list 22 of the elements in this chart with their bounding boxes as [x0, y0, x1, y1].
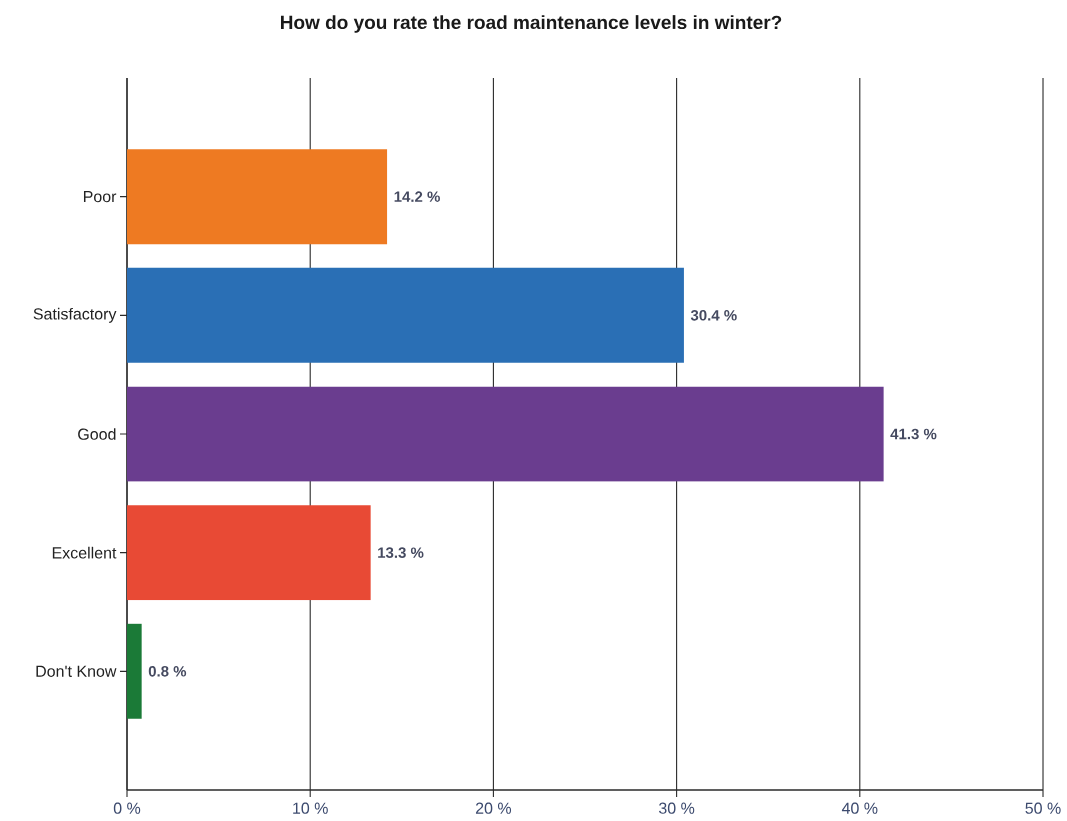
x-tick-label: 40 %	[841, 802, 878, 814]
y-tick-label: Satisfactory	[33, 307, 117, 323]
bar	[127, 149, 388, 245]
data-label: 30.4 %	[690, 310, 737, 321]
x-tick-label: 10 %	[293, 802, 328, 814]
y-tick-label: Don't Know	[36, 665, 117, 677]
chart-title: How do you rate the road maintenance levels in winter?	[281, 15, 782, 33]
y-tick-label: Excellent	[52, 546, 117, 559]
bar	[127, 623, 142, 719]
y-tick-label: Poor	[83, 191, 117, 203]
x-tick-label: 30 %	[658, 802, 695, 814]
x-tick-label: 20 %	[475, 802, 512, 814]
x-tick-label: 50 %	[1025, 802, 1061, 814]
data-label: 41.3 %	[890, 428, 937, 440]
x-tick-label: 0 %	[113, 802, 141, 814]
data-label: 0.8 %	[148, 666, 187, 677]
bar	[127, 505, 371, 601]
bar	[127, 386, 884, 482]
data-label: 14.2 %	[394, 191, 440, 202]
data-label: 13.3 %	[378, 547, 424, 558]
bar	[127, 267, 684, 363]
y-tick-label: Good	[78, 428, 116, 440]
